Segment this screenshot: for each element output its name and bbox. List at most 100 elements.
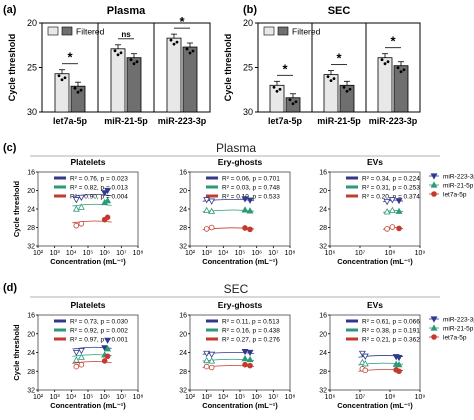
- y-tick-label: 20: [243, 18, 253, 28]
- bar-dot: [113, 49, 117, 53]
- data-point: [388, 197, 396, 204]
- x-axis-label: Concentration (mL⁻¹): [50, 257, 126, 266]
- x-tick-label: 10⁵: [83, 250, 94, 257]
- stats-label: R² = 0.90, p = 0.004: [70, 194, 128, 201]
- bar-dot: [383, 62, 387, 66]
- bar-dot: [79, 88, 83, 92]
- y-tick-label: 16: [319, 170, 327, 177]
- bar-dot: [396, 66, 400, 70]
- y-tick-label: 16: [27, 313, 35, 320]
- data-point: [72, 205, 80, 212]
- x-tick-label: 10³: [50, 250, 61, 257]
- data-point: [77, 353, 85, 360]
- stats-label: R² = 0.31, p = 0.253: [362, 185, 420, 192]
- x-tick-label: 10⁵: [83, 394, 94, 401]
- data-point: [246, 349, 254, 357]
- section-title-plasma: Plasma: [216, 141, 256, 155]
- x-tick-label: 10⁸: [133, 250, 144, 257]
- fit-curve: [72, 361, 112, 364]
- stats-swatch: [54, 319, 66, 323]
- stats-label: R² = 0.27, p = 0.276: [222, 337, 280, 344]
- data-point: [388, 206, 396, 213]
- legend-label: miR-21-5p: [443, 326, 474, 333]
- data-point: [203, 206, 211, 213]
- y-axis-label: Cycle threshold: [12, 180, 21, 237]
- x-tick-label: 10²: [185, 394, 196, 401]
- bar-dot: [342, 85, 346, 89]
- stats-swatch: [54, 194, 66, 198]
- fit-curve: [72, 220, 112, 224]
- y-tick-label: 28: [319, 369, 327, 376]
- y-tick-label: 32: [27, 244, 35, 251]
- y-tick-label: 20: [27, 331, 35, 338]
- significance-label: *: [179, 14, 185, 29]
- panel-letter-d: (d): [3, 282, 17, 294]
- significance-label: ns: [121, 30, 131, 39]
- stats-swatch: [206, 328, 218, 332]
- y-tick-label: 28: [27, 369, 35, 376]
- fit-curve: [72, 194, 112, 197]
- data-point: [383, 198, 391, 206]
- bar-dot: [129, 58, 133, 62]
- stats-label: R² = 0.10, p = 0.533: [222, 194, 280, 201]
- legend-label: let7a-5p: [443, 335, 467, 342]
- y-tick-label: 24: [319, 350, 327, 357]
- x-tick-label: 10⁶: [325, 394, 336, 401]
- x-axis-label: Concentration (mL⁻¹): [50, 401, 126, 410]
- x-tick-label: 10⁴: [66, 250, 77, 257]
- y-tick-label: 25: [243, 63, 253, 73]
- legend-swatch-filtered: [277, 26, 289, 36]
- stats-swatch: [346, 194, 358, 198]
- x-category-label: miR-21-5p: [104, 116, 148, 126]
- data-point: [361, 353, 369, 360]
- bar-dot: [294, 100, 298, 104]
- panel-letter-c: (c): [3, 142, 17, 154]
- x-tick-label: 10⁷: [268, 250, 279, 257]
- bar-dot: [288, 98, 292, 102]
- stats-swatch: [346, 337, 358, 341]
- data-point: [203, 226, 210, 232]
- y-tick-label: 30: [243, 107, 253, 117]
- x-tick-label: 10²: [185, 250, 196, 257]
- data-point: [104, 187, 112, 195]
- legend-swatch-filtered: [61, 26, 73, 36]
- stats-swatch: [206, 337, 218, 341]
- data-point: [395, 361, 403, 368]
- stats-label: R² = 0.06, p = 0.701: [222, 176, 280, 183]
- x-tick-label: 10³: [202, 394, 213, 401]
- x-tick-label: 10³: [50, 394, 61, 401]
- y-tick-label: 24: [27, 207, 35, 214]
- bar-dot: [73, 86, 77, 90]
- stats-swatch: [54, 176, 66, 180]
- data-point: [247, 226, 253, 233]
- bar-dot: [169, 38, 173, 42]
- chart-title: Plasma: [107, 5, 146, 17]
- stats-swatch: [346, 176, 358, 180]
- x-tick-label: 10⁸: [385, 250, 396, 257]
- data-point: [247, 362, 253, 369]
- x-tick-label: 10⁶: [99, 250, 110, 257]
- stats-swatch: [346, 319, 358, 323]
- legend-label: miR-223-3p: [443, 174, 474, 181]
- stats-label: R² = 0.34, p = 0.224: [362, 176, 420, 183]
- data-point: [383, 208, 391, 215]
- bar-unfiltered: [110, 48, 126, 113]
- stats-swatch: [54, 185, 66, 189]
- y-tick-label: 24: [319, 207, 327, 214]
- data-point: [208, 207, 216, 214]
- data-point: [208, 224, 215, 231]
- x-tick-label: 10⁸: [385, 394, 396, 401]
- bar-dot: [175, 40, 179, 44]
- bar-dot: [332, 77, 336, 81]
- y-tick-label: 28: [27, 225, 35, 232]
- plot-frame: [189, 171, 291, 247]
- chart-title: EVs: [367, 157, 383, 167]
- plot-frame: [37, 171, 139, 247]
- bar-dot: [132, 62, 136, 66]
- stats-swatch: [206, 319, 218, 323]
- bar-unfiltered: [269, 84, 285, 113]
- chart-title: Ery-ghosts: [218, 157, 263, 167]
- data-point: [104, 345, 112, 352]
- data-point: [104, 353, 111, 360]
